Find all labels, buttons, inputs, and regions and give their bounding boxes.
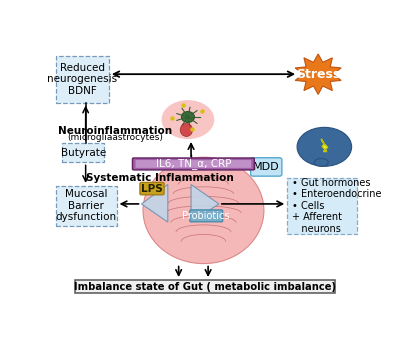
- Ellipse shape: [182, 112, 194, 122]
- FancyBboxPatch shape: [56, 56, 109, 103]
- FancyBboxPatch shape: [136, 160, 251, 168]
- Ellipse shape: [297, 127, 352, 166]
- Text: Imbalance state of Gut ( metabolic imbalance): Imbalance state of Gut ( metabolic imbal…: [74, 282, 336, 293]
- Text: Neuroinflammation: Neuroinflammation: [58, 126, 172, 136]
- FancyBboxPatch shape: [75, 280, 335, 294]
- FancyBboxPatch shape: [140, 182, 164, 195]
- Text: (microgliaastrocytes): (microgliaastrocytes): [67, 133, 163, 142]
- Text: • Gut hormones
• Enteroendocrine
• Cells
+ Afferent
   neurons: • Gut hormones • Enteroendocrine • Cells…: [292, 178, 381, 234]
- Text: Systematic Inflammation: Systematic Inflammation: [86, 174, 234, 183]
- Text: IL6, TN_α, CRP: IL6, TN_α, CRP: [156, 158, 231, 170]
- Text: Reduced
neurogenesis
BDNF: Reduced neurogenesis BDNF: [48, 63, 118, 96]
- FancyBboxPatch shape: [62, 143, 104, 162]
- Polygon shape: [321, 139, 328, 152]
- FancyBboxPatch shape: [190, 210, 223, 222]
- Polygon shape: [142, 184, 168, 222]
- Text: Probiotics: Probiotics: [182, 211, 230, 221]
- Ellipse shape: [314, 158, 328, 166]
- Text: Stress: Stress: [296, 68, 340, 81]
- Polygon shape: [191, 184, 219, 222]
- FancyBboxPatch shape: [287, 178, 357, 234]
- FancyBboxPatch shape: [250, 158, 282, 176]
- FancyBboxPatch shape: [56, 186, 117, 226]
- FancyBboxPatch shape: [132, 158, 254, 170]
- Text: MDD: MDD: [253, 162, 280, 172]
- Ellipse shape: [180, 123, 193, 136]
- Text: LPS: LPS: [141, 184, 163, 194]
- Polygon shape: [295, 54, 341, 94]
- Text: Butyrate: Butyrate: [61, 148, 106, 158]
- Text: Mucosal
Barrier
dysfunction: Mucosal Barrier dysfunction: [56, 189, 117, 222]
- Ellipse shape: [143, 157, 264, 264]
- Ellipse shape: [162, 100, 214, 139]
